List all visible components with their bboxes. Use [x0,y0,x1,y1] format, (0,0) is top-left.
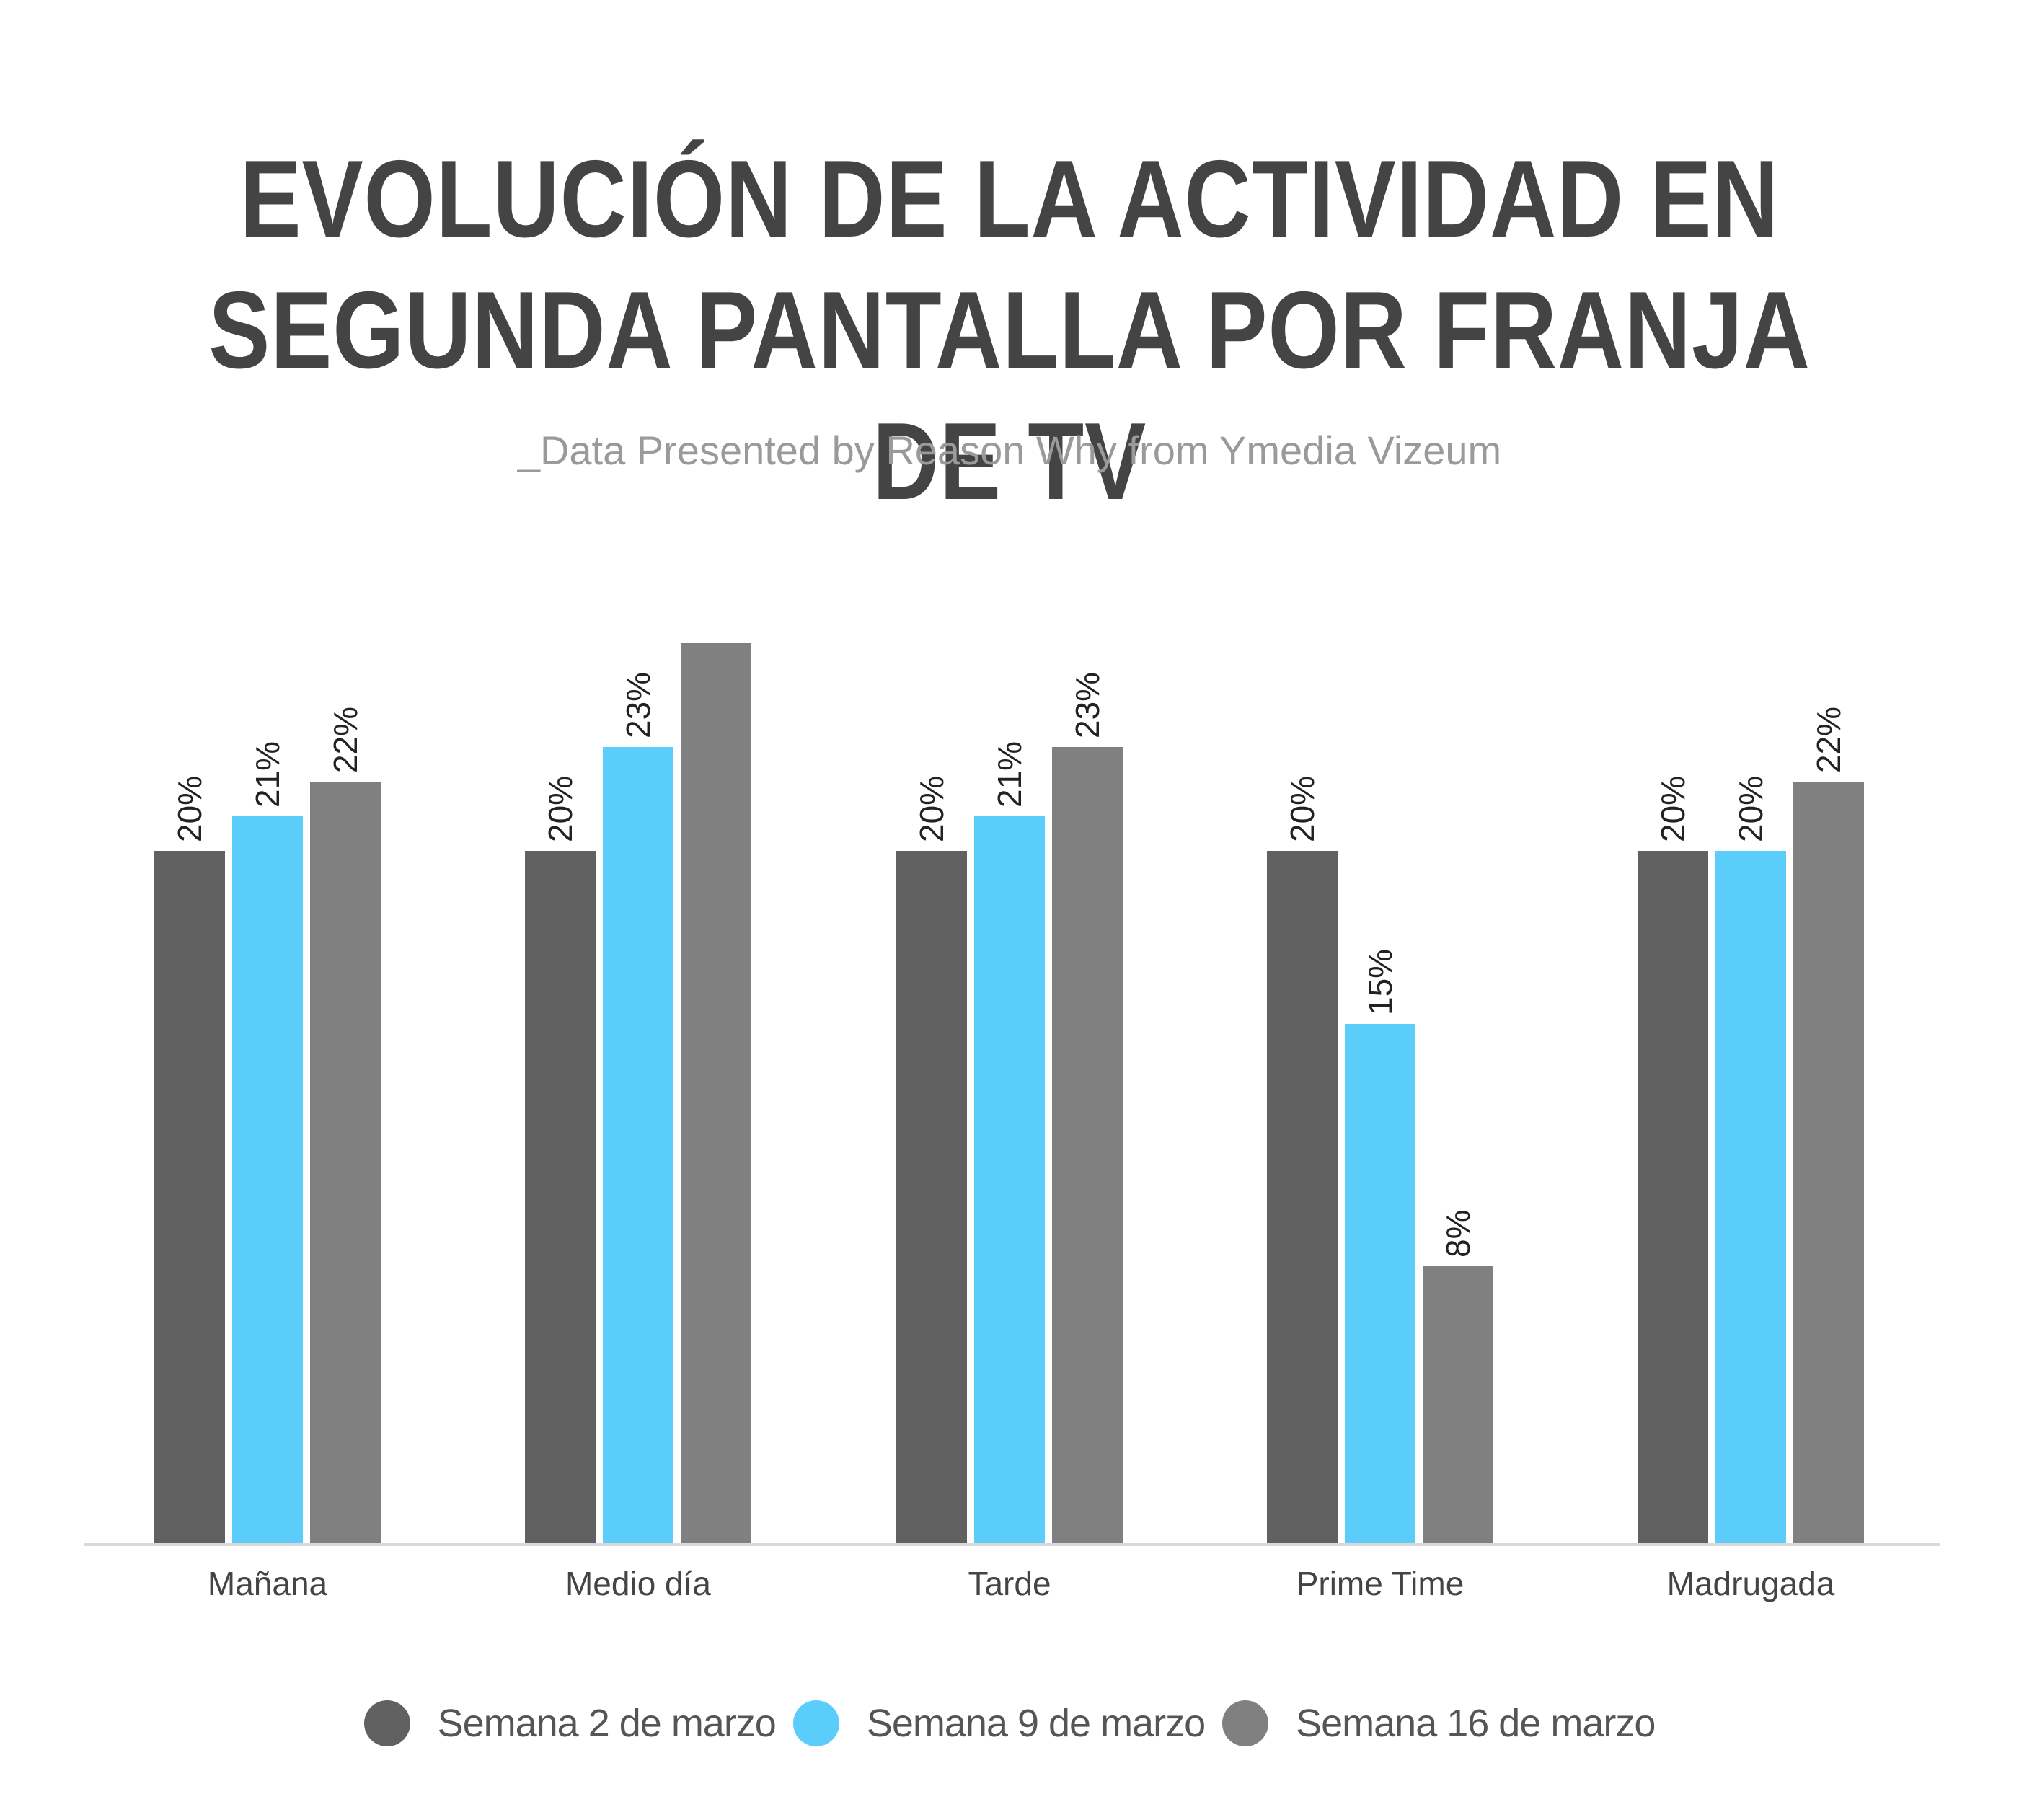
bar-3-4 [1423,1266,1493,1543]
data-label-1-5: 20% [1654,776,1692,842]
legend-dot-2 [792,1700,839,1746]
bar-1-1 [154,851,225,1543]
bar-2-2 [603,747,673,1543]
legend-dot-3 [1222,1700,1269,1746]
legend-label-1: Semana 2 de marzo [437,1702,777,1745]
chart-subtitle: _Data Presented by Reason Why from Ymedi… [517,428,1502,473]
data-label-2-4: 15% [1361,949,1399,1015]
bar-2-3 [974,816,1045,1543]
chart-title: EVOLUCIÓN DE LA ACTIVIDAD EN SEGUNDA PAN… [162,133,1857,527]
data-label-2-2: 23% [619,672,657,738]
legend-label-3: Semana 16 de marzo [1296,1702,1656,1745]
bar-2-5 [1715,851,1786,1543]
x-tick-label-5: Madrugada [1667,1565,1835,1602]
bar-2-1 [232,816,303,1543]
bar-3-1 [310,782,381,1543]
bar-3-3 [1052,747,1123,1543]
bar-2-4 [1345,1024,1415,1543]
legend-item-1: Semana 2 de marzo [363,1700,777,1746]
data-label-3-1: 22% [327,707,364,773]
legend-item-3: Semana 16 de marzo [1222,1700,1656,1746]
data-label-3-5: 22% [1810,707,1847,773]
legend-label-2: Semana 9 de marzo [866,1702,1206,1745]
chart-legend: Semana 2 de marzo Semana 9 de marzo Semana… [0,1695,2019,1752]
bar-1-3 [896,851,967,1543]
data-label-2-1: 21% [249,741,286,808]
data-label-2-5: 20% [1732,776,1770,842]
x-tick-label-2: Medio día [565,1565,711,1602]
data-label-1-2: 20% [542,776,579,842]
data-label-3-4: 8% [1439,1210,1477,1258]
data-label-1-1: 20% [171,776,208,842]
title-line-1: EVOLUCIÓN DE LA ACTIVIDAD EN [239,138,1780,260]
title-line-2: SEGUNDA PANTALLA POR FRANJA DE TV [208,269,1811,523]
bar-chart: 20% 21% 22% Mañana 20% 23% Medio día 20% 21% 23% T… [84,643,1940,1602]
data-label-2-3: 21% [991,741,1028,808]
x-tick-label-4: Prime Time [1296,1565,1464,1602]
data-label-3-3: 23% [1069,672,1106,738]
bar-3-2 [681,643,751,1543]
data-label-1-3: 20% [913,776,950,842]
bar-1-5 [1638,851,1708,1543]
bar-3-5 [1793,782,1864,1543]
legend-dot-1 [363,1700,410,1746]
bar-1-4 [1267,851,1338,1543]
bar-1-2 [525,851,596,1543]
x-tick-label-1: Mañana [208,1565,328,1602]
x-tick-label-3: Tarde [968,1565,1051,1602]
legend-item-2: Semana 9 de marzo [792,1700,1206,1746]
data-label-1-4: 20% [1284,776,1321,842]
